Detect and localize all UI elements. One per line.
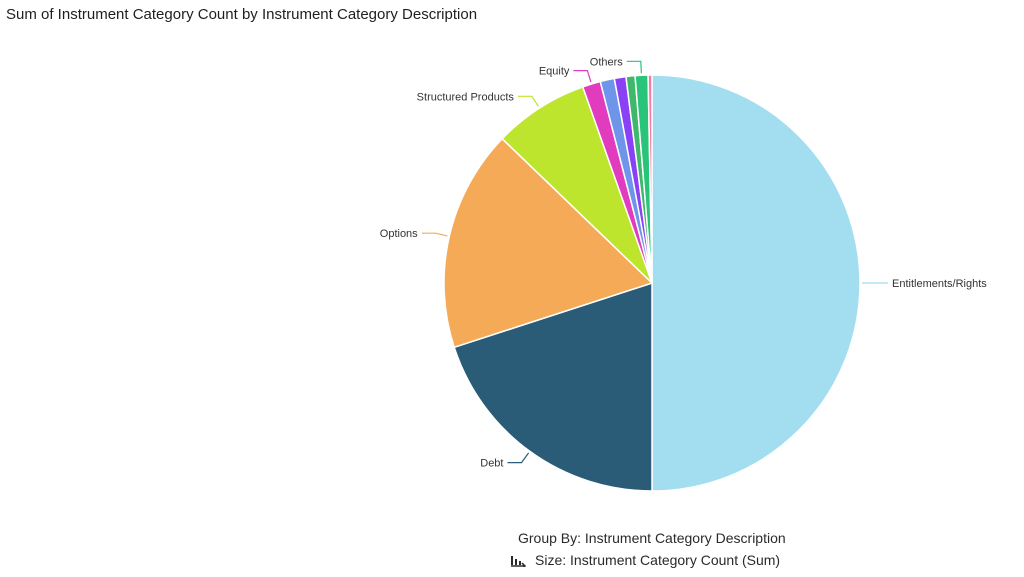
size-text: Size: Instrument Category Count (Sum): [535, 552, 781, 568]
leader-line: [626, 60, 642, 74]
slice-label: Options: [380, 228, 418, 240]
chart-title: Sum of Instrument Category Count by Inst…: [6, 6, 478, 23]
leader-line: [421, 232, 448, 237]
pie-slices: [443, 74, 861, 492]
slice-label: Entitlements/Rights: [892, 278, 987, 290]
pie-slice-options[interactable]: [443, 137, 654, 349]
pie-slice-entitlements-rights[interactable]: [651, 74, 861, 492]
leader-line: [573, 69, 592, 83]
pie-labels: Entitlements/Rights Debt Options Structured…: [380, 56, 987, 469]
group-by-text: Group By: Instrument Category Descriptio…: [518, 530, 786, 546]
size-field-row: Size: Instrument Category Count (Sum): [510, 552, 850, 568]
chart-sort-icon: [511, 556, 527, 567]
slice-label: Equity: [539, 66, 570, 78]
slice-label: Debt: [480, 458, 503, 470]
leader-line: [517, 95, 539, 107]
slice-label: Structured Products: [417, 91, 515, 103]
leader-line: [507, 452, 530, 464]
pie-slice-unlabeled-9[interactable]: [647, 74, 653, 284]
pie-slice-structured-products[interactable]: [501, 85, 653, 284]
pie-slice-debt[interactable]: [453, 281, 653, 492]
slice-label: Others: [590, 56, 624, 68]
field-info: Group By: Instrument Category Descriptio…: [510, 530, 850, 568]
